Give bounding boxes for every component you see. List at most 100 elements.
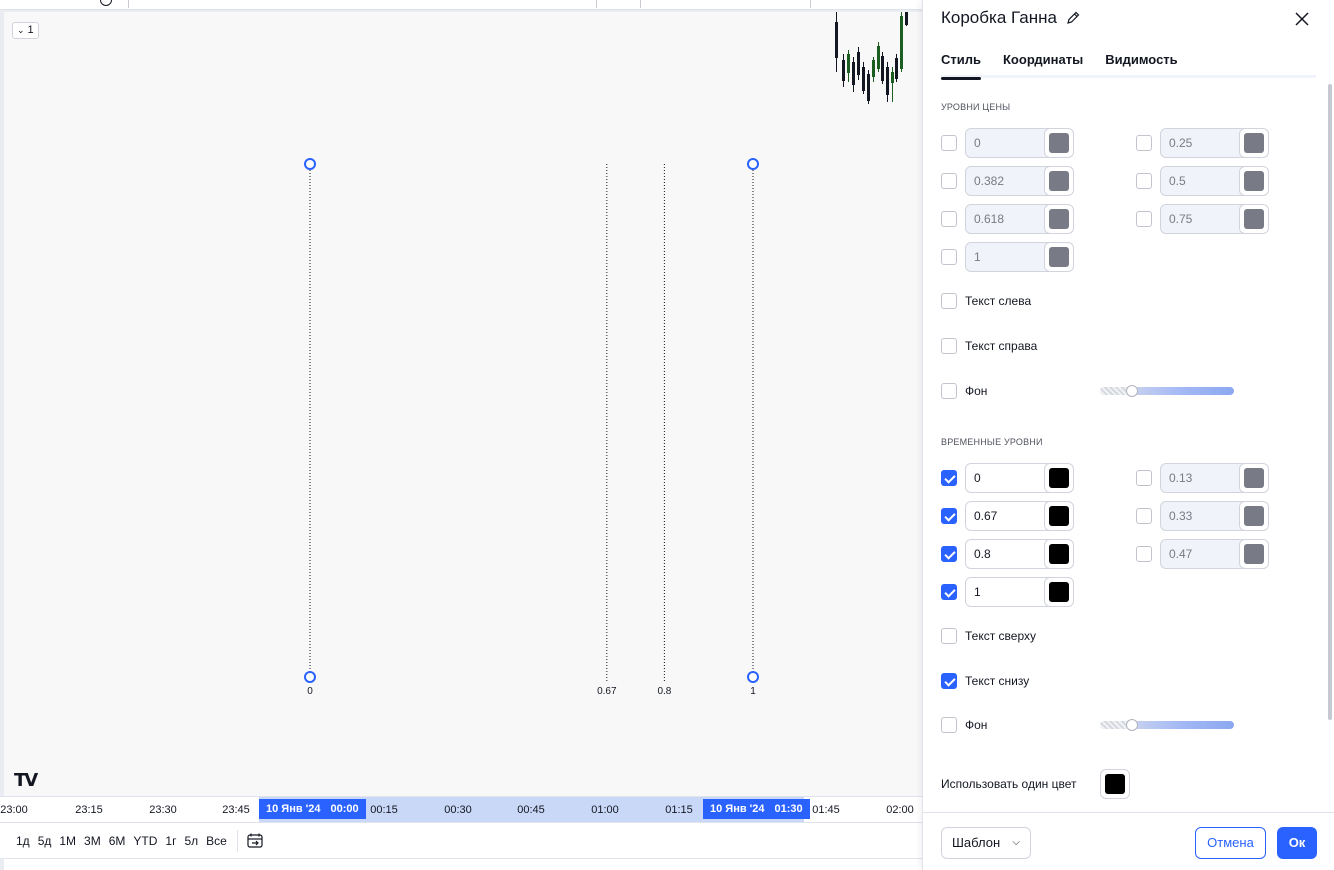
level-checkbox[interactable] [941,211,957,227]
level-color-swatch[interactable] [1044,539,1074,569]
level-value-input[interactable]: 0.8 [965,539,1055,569]
gann-box-handle[interactable] [304,158,316,170]
level-checkbox[interactable] [1136,173,1152,189]
range-button[interactable]: 1д [16,833,30,848]
level-color-swatch[interactable] [1239,501,1269,531]
level-checkbox[interactable] [941,470,957,486]
level-checkbox[interactable] [941,546,957,562]
level-value-input[interactable]: 0.33 [1160,501,1250,531]
level-color-swatch[interactable] [1239,539,1269,569]
level-value-input[interactable]: 0.75 [1160,204,1250,234]
candle-body [842,60,845,81]
template-label: Шаблон [952,835,1001,850]
level-checkbox[interactable] [1136,508,1152,524]
level-value-input[interactable]: 0.67 [965,501,1055,531]
swatch-fill [1049,468,1069,488]
candle-body [900,16,903,69]
price-background-opacity-slider[interactable] [1100,385,1234,397]
level-color-swatch[interactable] [1044,577,1074,607]
level-color-swatch[interactable] [1239,204,1269,234]
gann-box-settings-dialog: Коробка Ганна Стиль Координаты Видимость… [922,0,1334,870]
template-dropdown[interactable]: Шаблон ⌵ [941,827,1031,859]
toolbar-divider [236,829,238,852]
level-checkbox[interactable] [1136,211,1152,227]
level-checkbox[interactable] [941,173,957,189]
text-right-checkbox[interactable] [941,338,957,354]
level-color-swatch[interactable] [1044,463,1074,493]
chart-pane[interactable]: ⌄ 1 0 0.67 0.8 1 TV [4,12,922,796]
level-checkbox[interactable] [941,508,957,524]
time-axis[interactable]: 23:00 23:15 23:30 23:45 00:15 00:30 00:45 01:00… [0,796,922,823]
level-checkbox[interactable] [1136,470,1152,486]
level-value-input[interactable]: 1 [965,242,1055,272]
time-level-label: 0 [307,686,313,697]
time-tick-label: 23:15 [75,804,103,816]
time-background-opacity-slider[interactable] [1100,719,1234,731]
level-color-swatch[interactable] [1044,501,1074,531]
level-value-input[interactable]: 0.47 [1160,539,1250,569]
swatch-fill [1244,209,1264,229]
gann-box-handle[interactable] [304,671,316,683]
level-checkbox[interactable] [941,249,957,265]
level-value-input[interactable]: 0.382 [965,166,1055,196]
opacity-slider-thumb[interactable] [1126,719,1138,731]
range-button[interactable]: 1М [59,833,77,848]
level-color-swatch[interactable] [1044,128,1074,158]
price-background-label: Фон [965,384,988,398]
level-value-input[interactable]: 0.5 [1160,166,1250,196]
tab-coordinates[interactable]: Координаты [1003,52,1084,67]
level-checkbox[interactable] [941,584,957,600]
clock-icon[interactable] [100,0,112,6]
level-value-input[interactable]: 0.618 [965,204,1055,234]
level-color-swatch[interactable] [1044,242,1074,272]
level-value-input[interactable]: 0 [965,463,1055,493]
range-button[interactable]: 5д [37,833,52,848]
level-value-input[interactable]: 0 [965,128,1055,158]
level-color-swatch[interactable] [1239,166,1269,196]
cancel-button[interactable]: Отмена [1195,827,1266,859]
text-top-checkbox[interactable] [941,628,957,644]
top-toolbar [0,0,922,10]
time-background-checkbox[interactable] [941,717,957,733]
level-checkbox[interactable] [1136,546,1152,562]
tab-style[interactable]: Стиль [941,52,981,80]
level-value-input[interactable]: 0.25 [1160,128,1250,158]
gann-box-handle[interactable] [747,158,759,170]
opacity-checker [1100,721,1130,729]
close-icon[interactable] [1293,10,1311,28]
range-button[interactable]: 6М [108,833,126,848]
tab-visibility[interactable]: Видимость [1105,52,1178,67]
pencil-icon[interactable] [1065,10,1081,26]
price-background-checkbox[interactable] [941,383,957,399]
range-button[interactable]: YTD [133,833,158,848]
pane-collapse-chip[interactable]: ⌄ 1 [12,22,39,39]
level-color-swatch[interactable] [1239,128,1269,158]
text-bottom-checkbox[interactable] [941,673,957,689]
level-value-input[interactable]: 1 [965,577,1055,607]
level-value-input[interactable]: 0.13 [1160,463,1250,493]
range-button[interactable]: 3М [84,833,101,848]
range-button[interactable]: Все [206,833,227,848]
level-checkbox[interactable] [1136,135,1152,151]
swatch-fill [1244,506,1264,526]
text-left-checkbox[interactable] [941,293,957,309]
level-checkbox[interactable] [941,135,957,151]
level-color-swatch[interactable] [1239,463,1269,493]
toolbar-divider [810,0,811,8]
level-color-swatch[interactable] [1044,166,1074,196]
ok-button[interactable]: Ок [1277,827,1317,859]
opacity-slider-thumb[interactable] [1126,385,1138,397]
text-bottom-label: Текст снизу [965,674,1030,688]
range-button[interactable]: 5л [184,833,199,848]
goto-date-icon[interactable] [246,832,264,850]
gann-box-drawing[interactable]: 0 0.67 0.8 1 [4,12,922,796]
swatch-fill [1244,468,1264,488]
gann-box-handle[interactable] [747,671,759,683]
range-button[interactable]: 1г [165,833,177,848]
flag-time: 00:00 [330,803,359,815]
level-color-swatch[interactable] [1044,204,1074,234]
one-color-swatch[interactable] [1100,769,1130,799]
time-range-highlight [361,797,703,823]
time-level-label: 0.67 [597,686,617,697]
dialog-scrollbar[interactable] [1328,84,1332,720]
